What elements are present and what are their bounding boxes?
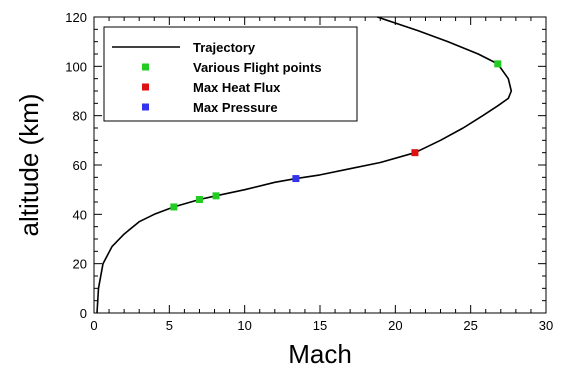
y-tick-label: 60 <box>73 158 87 173</box>
trajectory-line <box>96 16 513 314</box>
legend-marker-swatch <box>142 103 149 111</box>
flight-point-marker <box>494 60 502 68</box>
legend-marker-swatch <box>142 83 149 91</box>
x-tick-label: 5 <box>166 318 173 333</box>
y-tick-label: 80 <box>73 109 87 124</box>
legend-label: Various Flight points <box>193 60 322 75</box>
tick-labels: 0 5 10 15 20 25 30 0 20 40 60 80 100 120 <box>65 10 553 333</box>
x-tick-label: 15 <box>313 318 327 333</box>
plot-frame <box>93 16 547 314</box>
minor-ticks <box>94 17 546 313</box>
x-tick-label: 25 <box>463 318 477 333</box>
x-tick-label: 30 <box>539 318 553 333</box>
plot-series <box>96 16 513 314</box>
y-tick-label: 100 <box>65 59 87 74</box>
flight-point-marker <box>212 192 220 200</box>
x-tick-label: 10 <box>237 318 251 333</box>
flight-point-marker <box>411 149 419 157</box>
y-tick-label: 40 <box>73 207 87 222</box>
flight-point-marker <box>195 196 203 204</box>
x-axis-title: Mach <box>288 339 352 369</box>
legend-label: Max Pressure <box>193 100 278 115</box>
x-tick-label: 20 <box>388 318 402 333</box>
legend-label: Trajectory <box>193 40 256 55</box>
x-tick-label: 0 <box>90 318 97 333</box>
flight-point-marker <box>292 175 300 183</box>
y-tick-label: 20 <box>73 257 87 272</box>
y-tick-label: 120 <box>65 10 87 25</box>
flight-point-marker <box>170 203 178 211</box>
y-tick-label: 0 <box>80 306 87 321</box>
y-axis-title: altitude (km) <box>14 93 44 236</box>
legend-label: Max Heat Flux <box>193 80 281 95</box>
legend: Trajectory Various Flight points Max Heat … <box>103 26 358 122</box>
legend-marker-swatch <box>142 63 149 71</box>
